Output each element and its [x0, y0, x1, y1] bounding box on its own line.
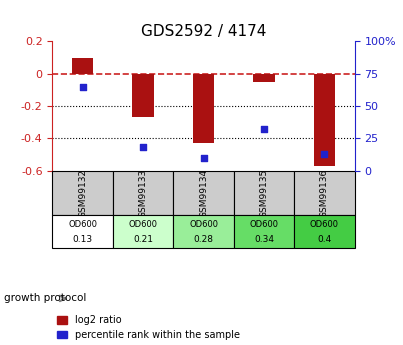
Bar	[72, 58, 93, 74]
Text: OD600: OD600	[249, 220, 278, 229]
Text: GSM99136: GSM99136	[320, 168, 329, 218]
Title: GDS2592 / 4174: GDS2592 / 4174	[141, 24, 266, 39]
FancyBboxPatch shape	[52, 215, 113, 248]
Bar	[133, 74, 154, 117]
FancyBboxPatch shape	[173, 171, 234, 215]
Text: 0.4: 0.4	[317, 235, 332, 244]
Point	[79, 84, 86, 89]
Point	[140, 145, 146, 150]
FancyBboxPatch shape	[234, 171, 294, 215]
Text: GSM99134: GSM99134	[199, 168, 208, 217]
FancyBboxPatch shape	[52, 171, 113, 215]
FancyBboxPatch shape	[234, 215, 294, 248]
Text: growth protocol: growth protocol	[4, 294, 86, 303]
FancyBboxPatch shape	[294, 215, 355, 248]
Point	[261, 127, 267, 132]
Bar	[193, 74, 214, 143]
Bar	[314, 74, 335, 166]
FancyBboxPatch shape	[113, 171, 173, 215]
Text: GSM99135: GSM99135	[260, 168, 268, 218]
Text: 0.28: 0.28	[193, 235, 214, 244]
Point	[200, 155, 207, 160]
Text: 0.34: 0.34	[254, 235, 274, 244]
Point	[321, 151, 328, 157]
Text: OD600: OD600	[189, 220, 218, 229]
Text: GSM99132: GSM99132	[78, 168, 87, 217]
Text: OD600: OD600	[310, 220, 339, 229]
FancyBboxPatch shape	[294, 171, 355, 215]
Text: OD600: OD600	[129, 220, 158, 229]
Bar	[253, 74, 274, 82]
Text: 0.13: 0.13	[73, 235, 93, 244]
Text: OD600: OD600	[68, 220, 97, 229]
Text: GSM99133: GSM99133	[139, 168, 147, 218]
Text: 0.21: 0.21	[133, 235, 153, 244]
FancyBboxPatch shape	[173, 215, 234, 248]
Legend: log2 ratio, percentile rank within the sample: log2 ratio, percentile rank within the s…	[57, 315, 240, 340]
FancyBboxPatch shape	[113, 215, 173, 248]
